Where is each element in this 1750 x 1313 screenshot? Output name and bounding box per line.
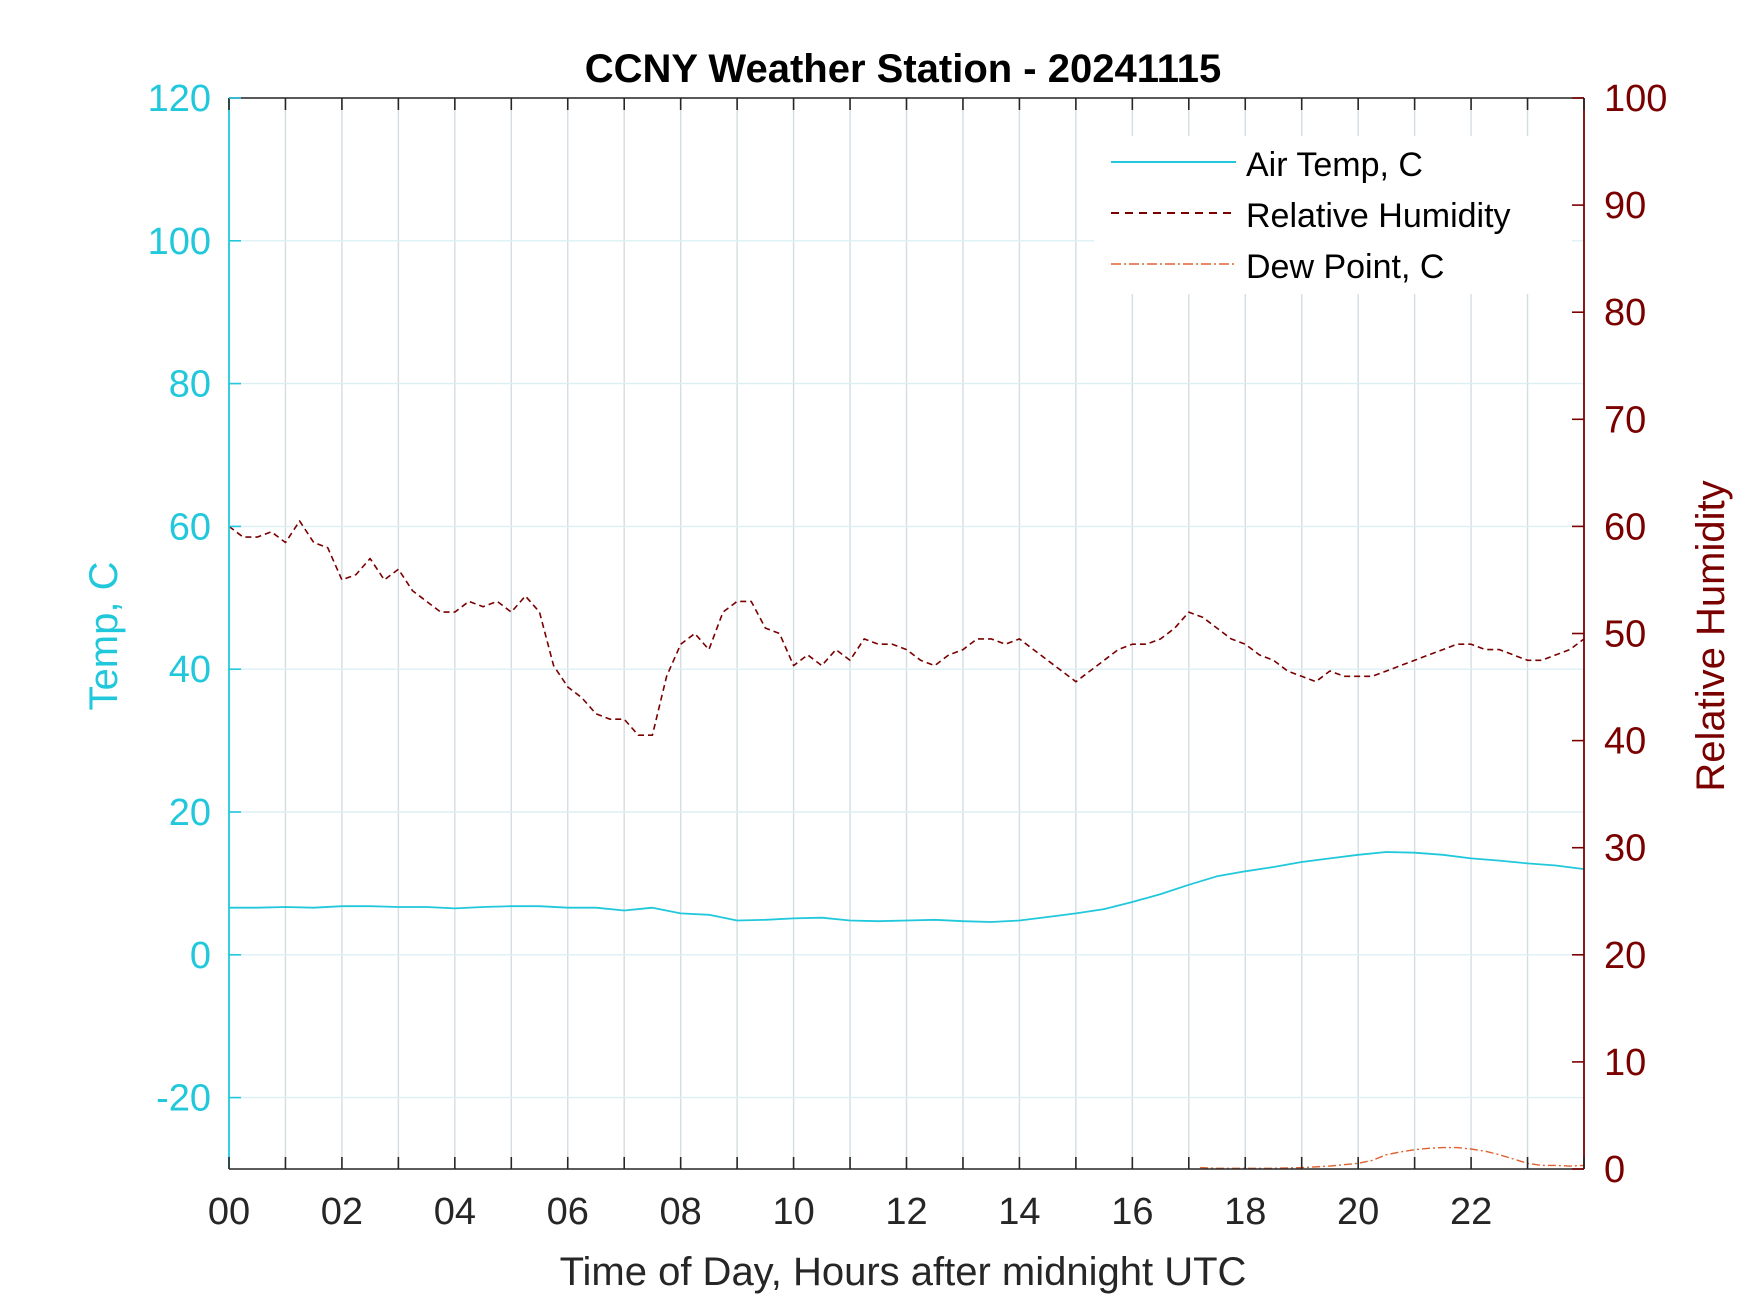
x-tick-label: 00 (208, 1191, 250, 1233)
y-left-tick-label: 40 (169, 649, 211, 691)
y-left-tick-label: 100 (148, 221, 211, 263)
x-tick-label: 02 (321, 1191, 363, 1233)
y-right-tick-label: 50 (1604, 614, 1646, 656)
y-right-tick-label: 40 (1604, 721, 1646, 763)
x-tick-label: 16 (1111, 1191, 1153, 1233)
axes-layer: 00 02 04 06 08 10 12 14 16 18 20 22-200204060801001… (148, 78, 1668, 1233)
y-left-tick-label: 80 (169, 364, 211, 406)
series-layer (228, 520, 1585, 1169)
x-axis-label: Time of Day, Hours after midnight UTC (560, 1250, 1247, 1294)
y-right-tick-label: 60 (1604, 506, 1646, 548)
y-right-tick-label: 80 (1604, 292, 1646, 334)
y-left-tick-label: 0 (190, 935, 211, 977)
dew-point-series-line (1200, 1146, 1585, 1169)
y-left-tick-label: 120 (148, 78, 211, 120)
y-right-tick-label: 0 (1604, 1149, 1625, 1191)
legend-dewpoint-label: Dew Point, C (1246, 248, 1444, 286)
x-tick-label: 14 (998, 1191, 1040, 1233)
y-left-tick-label: -20 (156, 1078, 211, 1120)
grid-layer (229, 97, 1584, 1169)
y-right-tick-label: 70 (1604, 399, 1646, 441)
y-right-tick-label: 90 (1604, 185, 1646, 227)
x-tick-label: 18 (1224, 1191, 1266, 1233)
y-left-tick-label: 60 (169, 506, 211, 548)
y-right-tick-label: 30 (1604, 828, 1646, 870)
y-right-tick-label: 100 (1604, 78, 1667, 120)
y-right-tick-label: 20 (1604, 935, 1646, 977)
x-tick-label: 06 (547, 1191, 589, 1233)
air-temp-series-line (229, 851, 1585, 923)
chart-title: CCNY Weather Station - 20241115 (585, 47, 1222, 91)
x-tick-label: 20 (1337, 1191, 1379, 1233)
y-left-tick-label: 20 (169, 792, 211, 834)
x-tick-label: 22 (1450, 1191, 1492, 1233)
legend-humidity-label: Relative Humidity (1246, 197, 1511, 235)
x-tick-label: 12 (885, 1191, 927, 1233)
y-axis-left-label: Temp, C (82, 562, 126, 711)
legend-temp-label: Air Temp, C (1246, 146, 1423, 184)
legend: Air Temp, C Relative Humidity Dew Point,… (1094, 136, 1572, 294)
y-axis-right-label: Relative Humidity (1689, 480, 1733, 791)
x-tick-label: 04 (434, 1191, 476, 1233)
relative-humidity-series-line (228, 520, 1585, 736)
x-tick-label: 08 (660, 1191, 702, 1233)
x-tick-label: 10 (772, 1191, 814, 1233)
y-right-tick-label: 10 (1604, 1042, 1646, 1084)
